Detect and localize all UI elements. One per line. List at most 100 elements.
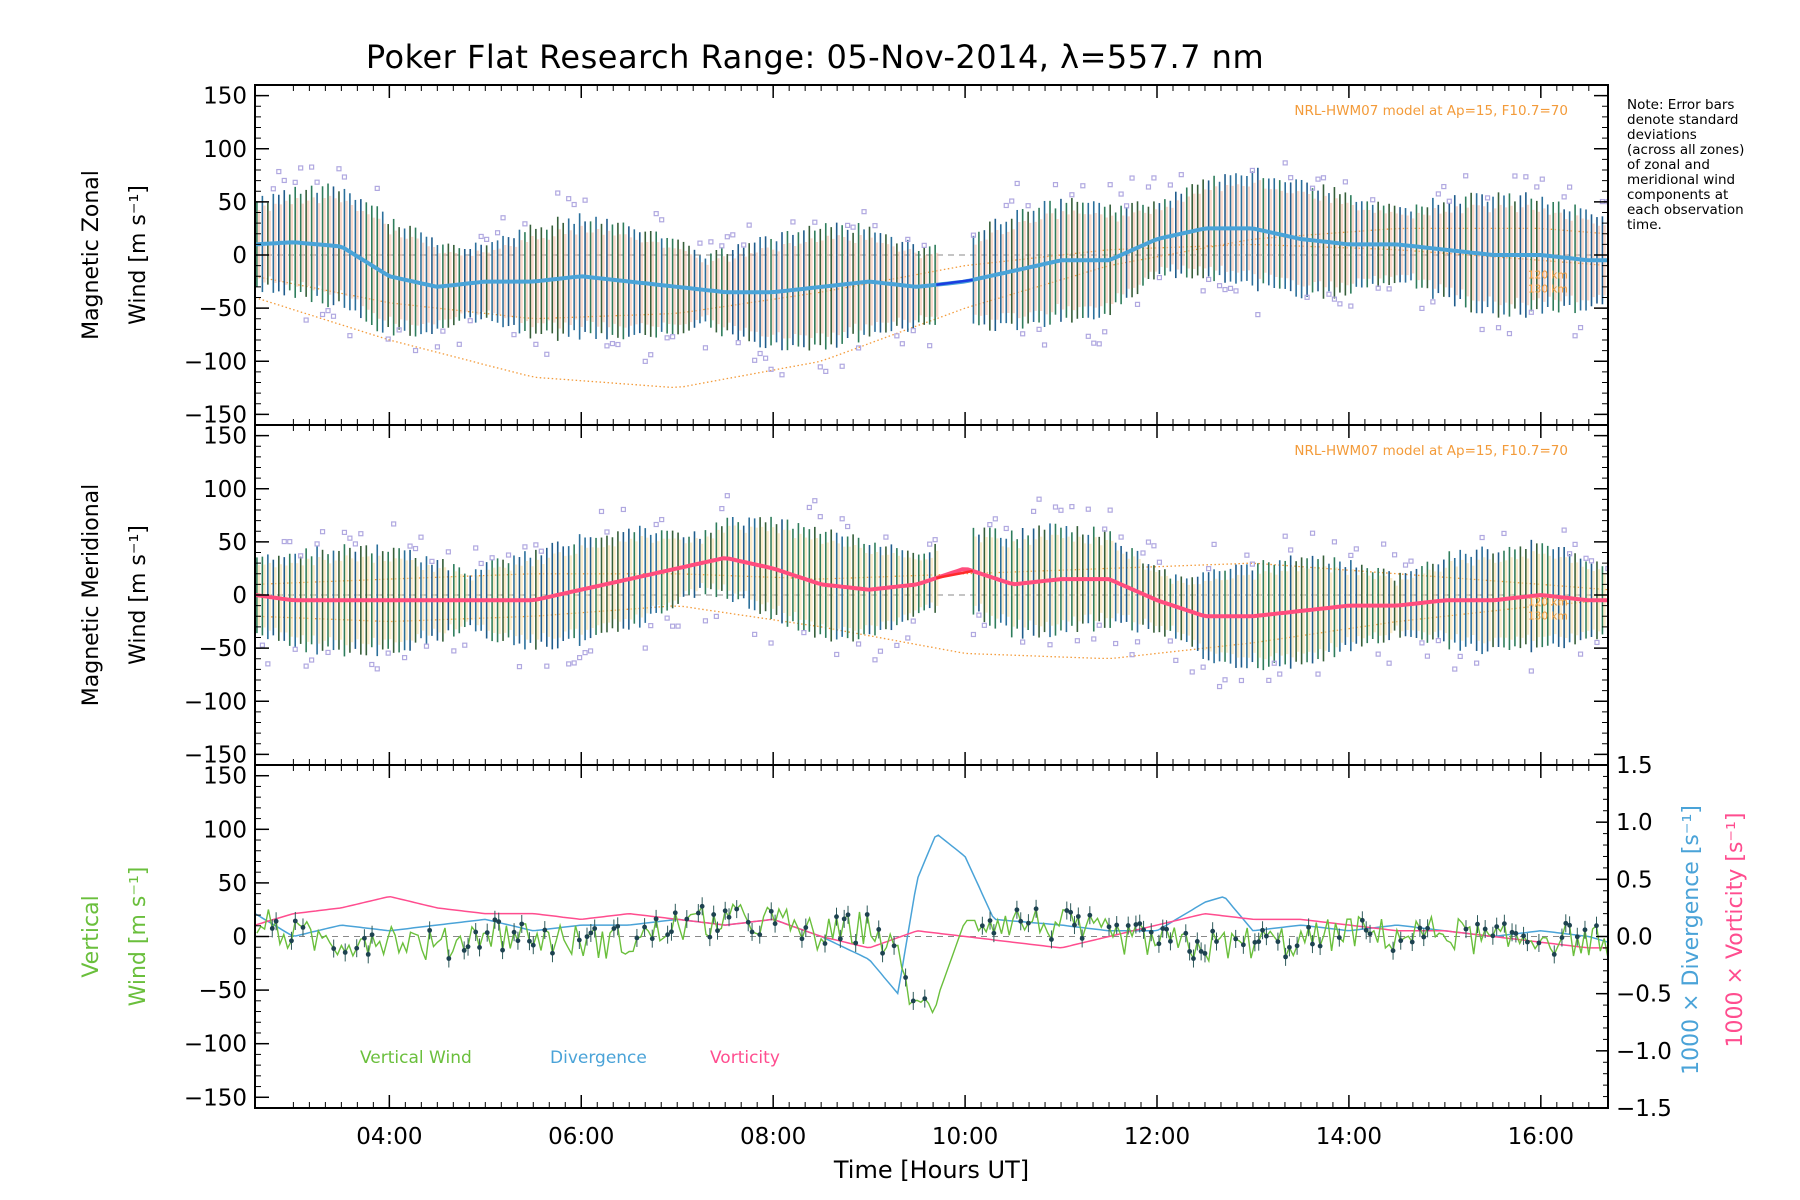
zone-point [341, 174, 348, 180]
vertical-wind-point [273, 918, 279, 924]
zone-point [412, 545, 419, 552]
zone-point [659, 217, 665, 223]
zone-point [648, 623, 654, 629]
zone-point [1036, 326, 1042, 332]
y-tick-label: 50 [218, 871, 247, 897]
vertical-wind-point [910, 998, 916, 1004]
gap-segment [936, 278, 973, 286]
zone-point [752, 357, 758, 363]
zone-point [1222, 677, 1228, 683]
zone-point [489, 555, 495, 561]
vertical-wind-point [465, 944, 471, 950]
vertical-wind-point [649, 936, 655, 942]
vertical-wind-point [1133, 922, 1139, 927]
vertical-wind-point [1210, 928, 1216, 934]
zone-point [883, 534, 889, 540]
vertical-wind-point [1125, 923, 1131, 928]
zone-point [675, 623, 681, 629]
vertical-wind-point [1417, 925, 1423, 931]
zone-point [1348, 552, 1354, 559]
zone-point [1408, 558, 1414, 564]
zone-point [336, 166, 342, 172]
vertical-wind-point [1398, 938, 1404, 944]
vertical-wind-point [1168, 938, 1173, 944]
vertical-wind-point [734, 906, 740, 912]
zone-point [1118, 534, 1124, 540]
vertical-wind-point [300, 925, 306, 930]
y-tick-label: 100 [203, 477, 247, 503]
zone-point [1419, 640, 1425, 646]
zone-point [834, 651, 840, 658]
vertical-wind-point [1252, 939, 1258, 945]
y-tick-label: 100 [203, 137, 247, 163]
zone-point [1430, 299, 1436, 305]
zone-point [1561, 194, 1567, 200]
zone-point [1370, 197, 1376, 203]
zone-point [1244, 552, 1250, 558]
vertical-wind-point [477, 945, 482, 950]
zone-point [850, 224, 856, 230]
zone-point [484, 236, 490, 242]
zone-point [1452, 666, 1458, 672]
zone-point [1567, 184, 1573, 190]
y-axis-label-line2: Wind [m s⁻¹] [126, 525, 151, 665]
zone-point [762, 355, 769, 361]
right-tick-label: −0.5 [1616, 982, 1672, 1008]
zone-point [1309, 530, 1316, 536]
zone-point [1528, 309, 1534, 315]
zone-point [385, 650, 391, 656]
zone-point [1309, 185, 1316, 191]
vertical-wind-point [592, 926, 598, 931]
vertical-wind-point [642, 924, 647, 930]
zone-point [265, 661, 271, 667]
model-label: NRL-HWM07 model at Ap=15, F10.7=70 [1294, 103, 1568, 119]
plot-area [255, 493, 1608, 690]
zone-point [1091, 340, 1097, 346]
zone-point [401, 655, 408, 661]
vertical-wind-point [1509, 929, 1515, 935]
note-line: denote standard [1627, 112, 1739, 128]
zone-point [757, 350, 763, 357]
zone-point [1348, 303, 1354, 309]
x-tick-label: 04:00 [356, 1124, 422, 1150]
zone-point [1113, 640, 1119, 647]
zone-point [1255, 312, 1261, 318]
zone-point [325, 649, 331, 656]
zone-point [642, 645, 648, 651]
zone-point [719, 243, 725, 249]
zone-point [385, 336, 391, 342]
vertical-wind-point [1233, 936, 1239, 942]
vertical-wind-point [576, 937, 582, 943]
note-line: deviations [1627, 127, 1697, 143]
zone-point [817, 514, 823, 520]
vertical-wind-point [922, 996, 928, 1001]
zone-point [1156, 274, 1162, 281]
zone-point [314, 541, 320, 547]
zone-point [1331, 296, 1338, 302]
altitude-label: 120 km [1528, 269, 1568, 281]
note-line: of zonal and [1627, 157, 1710, 173]
zone-point [1282, 160, 1288, 166]
right-tick-label: 1.5 [1616, 753, 1653, 779]
zone-point [1227, 285, 1234, 291]
x-tick-label: 10:00 [932, 1124, 998, 1150]
zone-point [347, 535, 353, 541]
model-label: NRL-HWM07 model at Ap=15, F10.7=70 [1294, 443, 1568, 459]
zone-point [1495, 325, 1502, 331]
vertical-wind-point [891, 943, 897, 949]
zone-point [1386, 660, 1392, 666]
vertical-wind-point [1536, 940, 1542, 946]
zone-point [478, 233, 484, 240]
zone-point [806, 504, 812, 511]
zone-point [1381, 541, 1387, 547]
zone-point [730, 232, 736, 238]
zone-point [1151, 175, 1157, 181]
zone-point [341, 529, 348, 536]
vertical-wind-point [1310, 941, 1315, 947]
zone-point [276, 168, 282, 175]
zone-point [358, 531, 364, 537]
vertical-wind-point [1164, 926, 1169, 932]
note-line: each observation [1627, 202, 1744, 218]
vertical-wind-point [584, 934, 590, 940]
zone-point [768, 640, 774, 646]
